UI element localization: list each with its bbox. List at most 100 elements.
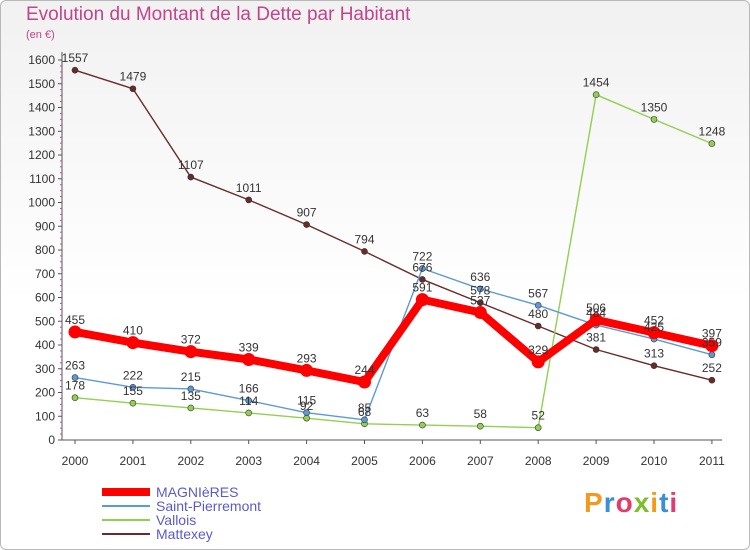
data-point xyxy=(303,221,310,228)
data-point xyxy=(708,140,716,147)
y-tick-label: 1200 xyxy=(28,148,55,162)
data-label: 722 xyxy=(412,250,432,264)
data-label: 1011 xyxy=(236,181,262,195)
series-vallois xyxy=(71,91,716,431)
proxiti-logo: Proxiti xyxy=(584,487,679,518)
data-point xyxy=(242,352,256,366)
data-label: 1107 xyxy=(178,158,204,172)
data-point xyxy=(708,351,716,359)
legend-label: Mattexey xyxy=(156,526,213,542)
data-point xyxy=(68,325,82,339)
y-tick-label: 1100 xyxy=(29,172,55,186)
data-label: 135 xyxy=(181,389,201,403)
data-point xyxy=(419,265,426,272)
x-tick-label: 2005 xyxy=(351,454,378,468)
data-point xyxy=(531,355,545,369)
data-point xyxy=(184,345,198,359)
data-point xyxy=(358,375,371,389)
y-tick-label: 0 xyxy=(48,433,55,447)
data-label: 425 xyxy=(644,320,664,334)
data-label: 591 xyxy=(412,281,432,295)
x-tick-label: 2011 xyxy=(699,454,725,468)
y-tick-label: 500 xyxy=(35,314,55,328)
data-point xyxy=(476,299,484,307)
series-line xyxy=(71,295,716,387)
data-point xyxy=(300,363,314,377)
series-mattexey xyxy=(71,66,716,384)
data-label: 359 xyxy=(702,336,722,350)
data-point xyxy=(361,248,368,255)
data-point xyxy=(71,374,79,381)
data-label: 794 xyxy=(354,232,374,246)
data-point xyxy=(126,336,140,350)
data-point xyxy=(361,416,368,424)
y-tick-label: 1600 xyxy=(28,53,55,67)
data-point xyxy=(708,376,716,384)
data-label: 115 xyxy=(297,394,316,408)
data-label: 178 xyxy=(65,379,85,393)
x-tick-label: 2001 xyxy=(120,454,147,468)
data-label: 339 xyxy=(239,340,259,354)
data-point xyxy=(187,173,195,181)
data-point xyxy=(71,394,79,402)
data-label: 244 xyxy=(354,363,374,377)
chart-subtitle: (en €) xyxy=(26,29,55,41)
x-tick-label: 2000 xyxy=(62,454,89,468)
x-tick-label: 2006 xyxy=(409,454,436,468)
y-tick-label: 1300 xyxy=(28,124,55,138)
data-point xyxy=(589,313,603,327)
legend-label: MAGNIèRES xyxy=(156,484,238,500)
data-label: 1557 xyxy=(62,51,89,65)
data-point xyxy=(534,424,542,431)
data-label: 506 xyxy=(586,301,606,315)
x-tick-label: 2009 xyxy=(583,454,610,468)
data-label: 381 xyxy=(586,331,606,345)
data-label: 567 xyxy=(528,286,548,300)
data-point xyxy=(705,339,719,353)
data-label: 410 xyxy=(123,324,143,338)
data-label: 166 xyxy=(239,382,259,396)
data-point xyxy=(650,116,658,123)
data-point xyxy=(187,404,195,412)
data-label: 313 xyxy=(644,347,664,361)
data-label: 215 xyxy=(181,370,201,384)
data-point xyxy=(71,66,79,74)
data-point xyxy=(245,397,252,404)
data-label: 293 xyxy=(297,351,317,365)
data-point xyxy=(534,322,542,330)
x-tick-label: 2010 xyxy=(641,454,668,468)
data-label: 452 xyxy=(644,314,664,328)
data-label: 1454 xyxy=(583,76,610,90)
data-label: 1350 xyxy=(641,100,668,114)
y-tick-label: 800 xyxy=(35,243,55,257)
data-point xyxy=(419,421,426,429)
data-label: 63 xyxy=(416,406,430,420)
data-label: 222 xyxy=(123,368,143,382)
data-label: 1248 xyxy=(699,125,726,139)
y-tick-label: 700 xyxy=(35,267,55,281)
data-point xyxy=(187,385,195,393)
data-point xyxy=(245,409,252,417)
data-label: 68 xyxy=(358,405,372,419)
y-tick-label: 100 xyxy=(35,409,55,423)
data-point xyxy=(415,293,429,307)
data-label: 484 xyxy=(586,306,606,320)
data-label: 636 xyxy=(470,270,490,284)
data-point xyxy=(592,346,600,353)
data-label: 85 xyxy=(358,401,372,415)
series-line xyxy=(74,93,713,429)
data-point xyxy=(476,285,484,293)
data-label: 676 xyxy=(412,260,432,274)
data-point xyxy=(245,196,252,204)
x-tick-label: 2004 xyxy=(293,454,320,468)
data-label: 114 xyxy=(239,394,258,408)
data-label: 480 xyxy=(528,307,548,321)
x-tick-label: 2003 xyxy=(235,454,262,468)
data-label: 397 xyxy=(702,327,722,341)
data-point xyxy=(419,276,426,283)
series-line xyxy=(74,69,713,381)
y-tick-label: 900 xyxy=(35,219,55,233)
data-label: 372 xyxy=(181,333,201,347)
data-point xyxy=(650,362,658,369)
